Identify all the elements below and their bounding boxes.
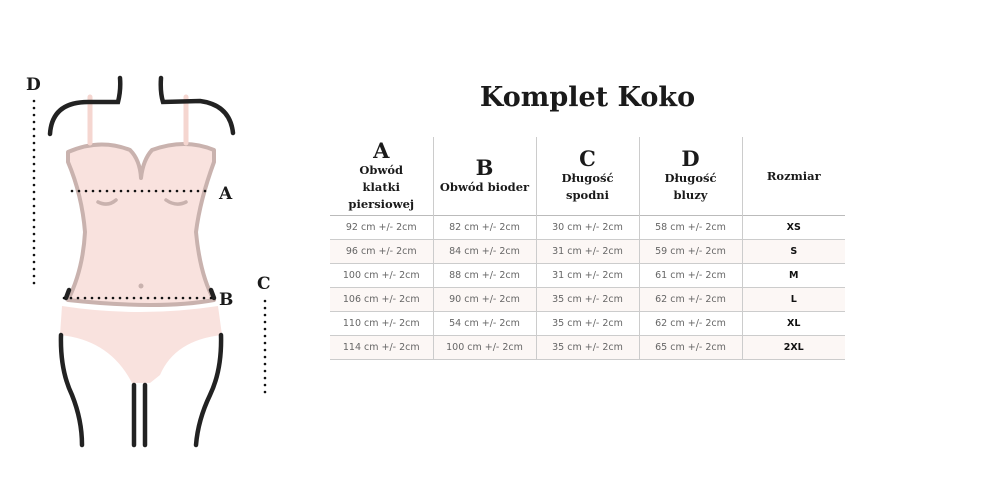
cell-size: S — [741, 239, 845, 264]
cell-size: 2XL — [741, 335, 845, 360]
table-row: 110 cm +/- 2cm 54 cm +/- 2cm 35 cm +/- 2cm… — [330, 311, 845, 336]
header-size: Rozmiar — [741, 137, 845, 216]
cell-pants-length: 31 cm +/- 2cm — [535, 263, 639, 288]
label-c: C — [257, 274, 271, 294]
table-header-row: A Obwód klatki piersiowej B Obwód bioder C… — [330, 137, 845, 216]
cell-top-length: 59 cm +/- 2cm — [638, 239, 742, 264]
size-table: A Obwód klatki piersiowej B Obwód bioder C… — [330, 137, 845, 360]
cell-chest: 106 cm +/- 2cm — [330, 287, 433, 312]
body-outline — [47, 75, 236, 448]
table-row: 106 cm +/- 2cm 90 cm +/- 2cm 35 cm +/- 2cm… — [330, 287, 845, 312]
header-letter: D — [681, 146, 700, 171]
cell-chest: 92 cm +/- 2cm — [330, 215, 433, 240]
cell-top-length: 62 cm +/- 2cm — [638, 311, 742, 336]
cell-size: XS — [741, 215, 845, 240]
header-c: C Długość spodni — [535, 137, 639, 216]
cell-pants-length: 30 cm +/- 2cm — [535, 215, 639, 240]
table-row: 92 cm +/- 2cm 82 cm +/- 2cm 30 cm +/- 2cm 5… — [330, 215, 845, 240]
cell-hips: 54 cm +/- 2cm — [432, 311, 536, 336]
header-text: Obwód bioder — [439, 179, 530, 194]
label-a: A — [218, 184, 233, 204]
cell-chest: 96 cm +/- 2cm — [330, 239, 433, 264]
body-measurement-figure: D A B C — [26, 75, 271, 448]
label-d: D — [26, 75, 41, 95]
table-row: 114 cm +/- 2cm 100 cm +/- 2cm 35 cm +/- 2c… — [330, 335, 845, 360]
cell-pants-length: 35 cm +/- 2cm — [535, 311, 639, 336]
cell-chest: 100 cm +/- 2cm — [330, 263, 433, 288]
cell-hips: 84 cm +/- 2cm — [432, 239, 536, 264]
cell-pants-length: 35 cm +/- 2cm — [535, 287, 639, 312]
header-letter: B — [475, 154, 494, 180]
cell-chest: 114 cm +/- 2cm — [330, 335, 433, 360]
cell-top-length: 58 cm +/- 2cm — [638, 215, 742, 240]
label-b: B — [219, 290, 233, 310]
garment — [60, 94, 222, 383]
header-letter: A — [373, 137, 390, 163]
cell-size: XL — [741, 311, 845, 336]
header-b: B Obwód bioder — [432, 137, 536, 216]
cell-size: L — [741, 287, 845, 312]
table-row: 96 cm +/- 2cm 84 cm +/- 2cm 31 cm +/- 2cm 5… — [330, 239, 845, 264]
header-letter: C — [579, 146, 596, 171]
briefs — [60, 306, 222, 383]
header-d: D Długość bluzy — [638, 137, 742, 216]
cell-hips: 90 cm +/- 2cm — [432, 287, 536, 312]
measure-lines — [32, 99, 267, 400]
header-text: Długość bluzy — [664, 171, 717, 202]
header-text: Rozmiar — [766, 168, 821, 183]
cell-hips: 82 cm +/- 2cm — [432, 215, 536, 240]
table-row: 100 cm +/- 2cm 88 cm +/- 2cm 31 cm +/- 2cm… — [330, 263, 845, 288]
page-title: Komplet Koko — [479, 82, 696, 113]
cell-pants-length: 31 cm +/- 2cm — [535, 239, 639, 264]
header-a: A Obwód klatki piersiowej — [330, 137, 433, 216]
cell-pants-length: 35 cm +/- 2cm — [535, 335, 639, 360]
bodysuit-top — [66, 142, 216, 307]
cell-hips: 88 cm +/- 2cm — [432, 263, 536, 288]
header-text: Obwód klatki piersiowej — [348, 162, 415, 211]
cell-chest: 110 cm +/- 2cm — [330, 311, 433, 336]
cell-top-length: 65 cm +/- 2cm — [638, 335, 742, 360]
cell-top-length: 61 cm +/- 2cm — [638, 263, 742, 288]
header-text: Długość spodni — [561, 171, 614, 202]
cell-hips: 100 cm +/- 2cm — [432, 335, 536, 360]
cell-top-length: 62 cm +/- 2cm — [638, 287, 742, 312]
cell-size: M — [741, 263, 845, 288]
